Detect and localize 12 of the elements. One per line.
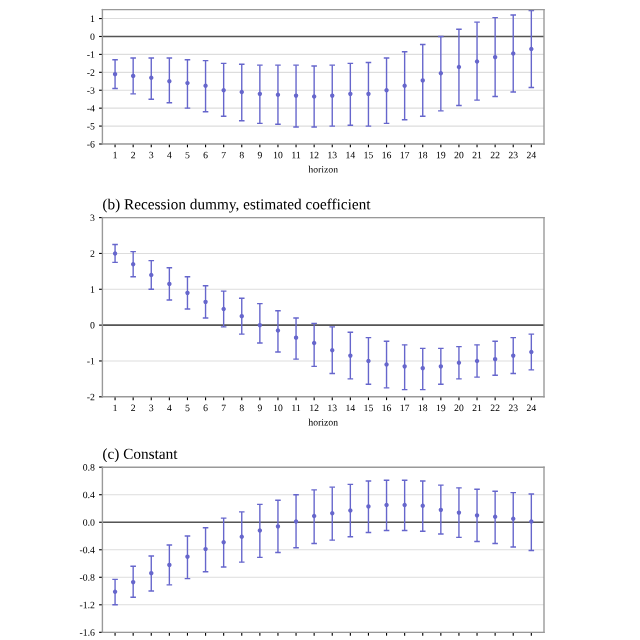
point (492, 54, 498, 60)
point (474, 358, 480, 364)
point (112, 71, 118, 77)
point (438, 507, 444, 513)
point (257, 91, 263, 97)
point (311, 340, 317, 346)
point (492, 356, 498, 362)
point (311, 513, 317, 519)
point (130, 73, 136, 79)
point (456, 64, 462, 70)
point (130, 579, 136, 585)
point (257, 322, 263, 328)
